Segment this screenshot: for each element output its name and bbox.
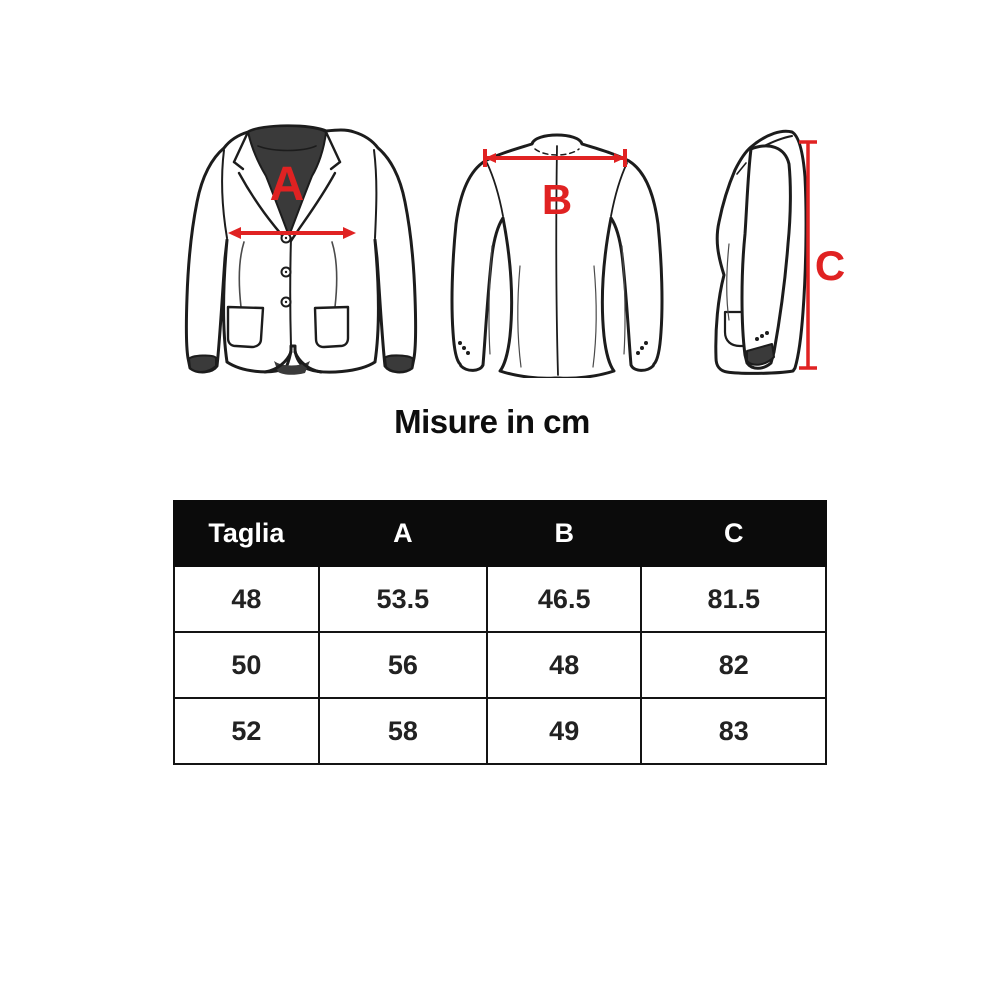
jacket-side-drawing (714, 129, 808, 375)
jacket-back-view: B (450, 133, 664, 378)
column-header-taglia: Taglia (173, 500, 320, 567)
side-cuff-buttons (755, 331, 769, 341)
measure-cell: 83 (640, 697, 827, 765)
measure-cell: 53.5 (317, 565, 488, 633)
size-cell: 50 (173, 631, 320, 699)
page-title: Misure in cm (394, 403, 590, 440)
side-sleeve (740, 144, 792, 370)
jacket-front-drawing (184, 124, 418, 375)
measure-cell: 82 (640, 631, 827, 699)
measure-cell: 49 (485, 697, 643, 765)
column-header-b: B (485, 500, 643, 567)
column-header-a: A (317, 500, 488, 567)
back-cuff-buttons (458, 341, 648, 355)
measure-cell: 56 (317, 631, 488, 699)
size-row-48: 48 53.5 46.5 81.5 (173, 565, 827, 633)
measurement-label-c: C (815, 242, 845, 289)
measurement-arrow-a-icon (228, 227, 356, 239)
measurement-arrow-b-icon (483, 149, 627, 167)
measurement-arrow-c-icon (799, 140, 817, 370)
measure-cell: 46.5 (485, 565, 643, 633)
measure-cell: 48 (485, 631, 643, 699)
measure-cell: 81.5 (640, 565, 827, 633)
jacket-front-view: A (184, 124, 418, 375)
jacket-back-drawing (450, 133, 664, 378)
front-buttons (280, 232, 292, 308)
measure-cell: 58 (317, 697, 488, 765)
size-table: Taglia A B C 48 53.5 46.5 81.5 50 56 48 … (173, 500, 827, 765)
measurement-label-a: A (270, 158, 305, 211)
size-row-52: 52 58 49 83 (173, 697, 827, 765)
patch-pocket-left (226, 305, 265, 349)
measurement-label-b: B (542, 176, 572, 223)
size-table-header-row: Taglia A B C (173, 500, 827, 567)
size-row-50: 50 56 48 82 (173, 631, 827, 699)
column-header-c: C (640, 500, 827, 567)
jacket-side-view: C (714, 129, 845, 375)
patch-pocket-right (313, 305, 350, 349)
size-cell: 48 (173, 565, 320, 633)
size-cell: 52 (173, 697, 320, 765)
